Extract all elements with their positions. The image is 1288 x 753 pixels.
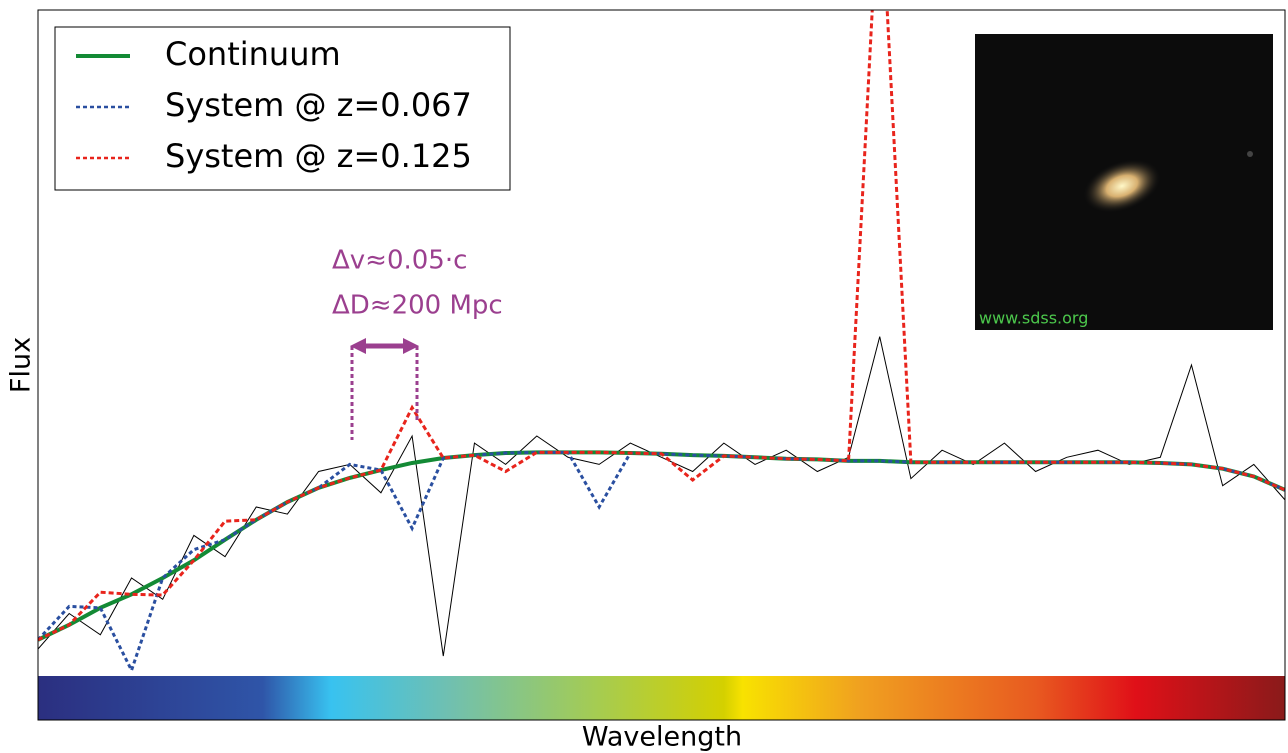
wavelength-colorbar [38, 676, 1285, 720]
inset-image: www.sdss.org [975, 34, 1273, 330]
arrow-head [403, 338, 419, 354]
legend-frame [54, 26, 511, 191]
annotation-text: ΔD≈200 Mpc [332, 291, 503, 321]
series-line [38, 336, 1285, 657]
series-line [38, 450, 1285, 675]
galaxy [1083, 159, 1161, 213]
plot-frame [37, 9, 1286, 721]
x-axis-label: Wavelength [582, 722, 742, 753]
series-line [38, 10, 1285, 642]
legend-label: Continuum [165, 35, 341, 73]
legend: Continuum System @ z=0.067 System @ z=0.12… [54, 26, 511, 191]
legend-label: System @ z=0.067 [165, 86, 472, 124]
series-line [38, 450, 1285, 642]
plot-area [38, 10, 1285, 675]
y-axis-label: Flux [6, 337, 37, 393]
legend-label: System @ z=0.125 [165, 137, 472, 175]
arrow-head [350, 338, 366, 354]
star [1247, 151, 1253, 157]
image-credit: www.sdss.org [979, 309, 1088, 328]
annotation-text: Δv≈0.05·c [332, 246, 467, 276]
annotation: Δv≈0.05·c ΔD≈200 Mpc [332, 246, 503, 440]
